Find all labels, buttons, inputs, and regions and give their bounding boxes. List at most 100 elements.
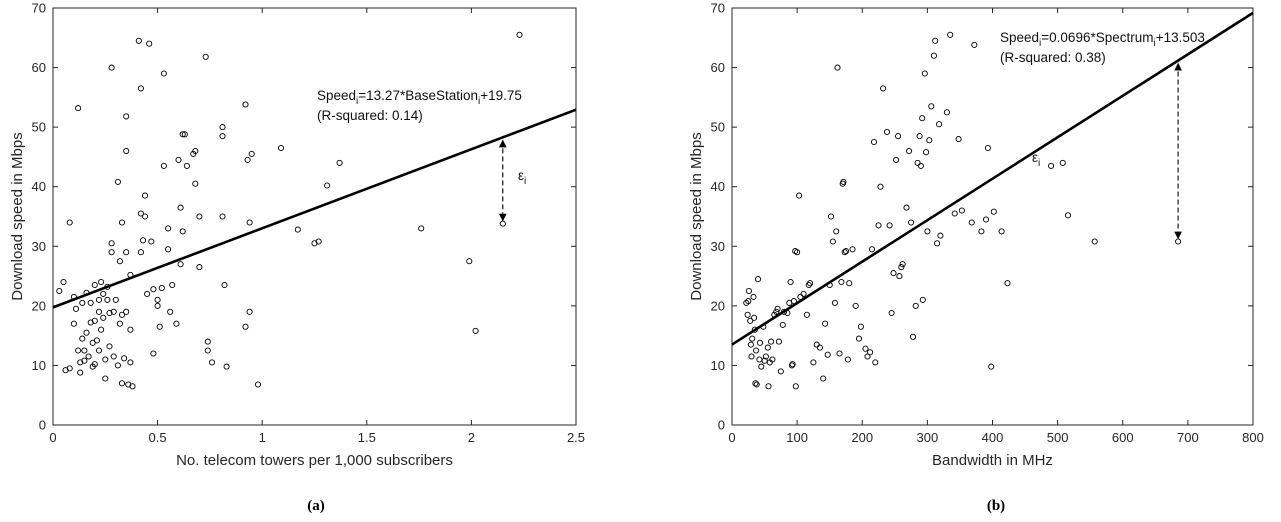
data-point bbox=[242, 323, 249, 330]
data-point bbox=[98, 326, 105, 333]
data-point bbox=[930, 52, 937, 59]
data-point bbox=[1059, 159, 1066, 166]
data-point bbox=[800, 290, 807, 297]
x-tick-label: 1 bbox=[259, 430, 266, 445]
data-point bbox=[838, 278, 845, 286]
equation-subscript: i bbox=[356, 96, 358, 107]
data-point bbox=[870, 138, 878, 146]
data-point bbox=[56, 287, 63, 295]
data-point bbox=[95, 347, 103, 354]
data-point bbox=[744, 311, 751, 318]
data-point bbox=[167, 308, 174, 315]
data-point bbox=[246, 308, 253, 315]
regression-line bbox=[731, 11, 1254, 346]
data-point bbox=[990, 208, 997, 215]
data-point bbox=[91, 281, 98, 289]
data-point bbox=[875, 222, 882, 229]
data-point bbox=[758, 363, 765, 370]
x-tick-label: 400 bbox=[982, 430, 1004, 445]
data-point bbox=[984, 144, 991, 152]
data-point bbox=[108, 240, 115, 247]
residual-label: εi bbox=[1032, 150, 1040, 169]
data-point bbox=[857, 323, 864, 330]
data-point bbox=[294, 226, 301, 233]
x-tick-label: 0.5 bbox=[149, 430, 167, 445]
data-point bbox=[181, 131, 188, 138]
data-point bbox=[749, 335, 756, 342]
scatter-points bbox=[56, 31, 523, 390]
residual-label-subscript: i bbox=[524, 176, 526, 187]
data-point bbox=[158, 284, 165, 292]
data-point bbox=[154, 296, 161, 303]
data-point bbox=[79, 299, 86, 306]
regression-line bbox=[52, 108, 577, 309]
data-point bbox=[106, 343, 113, 350]
data-point bbox=[160, 162, 167, 169]
data-point bbox=[150, 286, 157, 293]
data-point bbox=[932, 37, 939, 44]
data-point bbox=[775, 338, 782, 345]
data-point bbox=[936, 121, 943, 128]
data-point bbox=[466, 258, 473, 265]
data-point bbox=[906, 147, 913, 155]
y-axis-label: Download speed in Mbps bbox=[688, 132, 705, 300]
data-point bbox=[919, 296, 926, 303]
data-point bbox=[108, 249, 115, 256]
x-tick-label: 700 bbox=[1177, 430, 1199, 445]
y-tick-label: 20 bbox=[711, 298, 725, 313]
data-point bbox=[156, 323, 163, 330]
data-point bbox=[118, 311, 126, 318]
data-point bbox=[883, 128, 891, 135]
residual-label: εi bbox=[518, 168, 526, 187]
data-point bbox=[219, 213, 226, 220]
data-point bbox=[834, 64, 841, 71]
data-point bbox=[154, 302, 161, 309]
data-point bbox=[169, 281, 176, 289]
data-point bbox=[221, 281, 228, 289]
data-point bbox=[816, 344, 823, 351]
data-point bbox=[756, 356, 763, 363]
y-tick-label: 20 bbox=[32, 298, 46, 313]
data-point bbox=[924, 228, 931, 235]
data-point bbox=[1175, 238, 1182, 245]
data-point bbox=[912, 302, 919, 309]
data-point bbox=[982, 216, 990, 223]
x-tick-label: 1.5 bbox=[358, 430, 376, 445]
data-point bbox=[743, 299, 750, 306]
x-tick-label: 300 bbox=[917, 430, 939, 445]
data-point bbox=[849, 246, 856, 253]
data-point bbox=[129, 383, 136, 390]
data-point bbox=[792, 383, 799, 390]
x-tick-label: 600 bbox=[1112, 430, 1134, 445]
data-point bbox=[244, 156, 251, 163]
data-point bbox=[836, 350, 843, 357]
data-point bbox=[752, 380, 759, 387]
data-point bbox=[102, 356, 109, 363]
data-point bbox=[60, 278, 67, 286]
data-point bbox=[75, 347, 82, 354]
regression-equation: Speedi=0.0696*Spectrumi+13.503 bbox=[1000, 30, 1205, 49]
data-point bbox=[179, 131, 186, 138]
data-point bbox=[840, 178, 847, 185]
x-tick-label: 800 bbox=[1242, 430, 1264, 445]
data-point bbox=[137, 85, 144, 92]
data-point bbox=[903, 204, 910, 211]
data-point bbox=[146, 40, 153, 47]
data-point bbox=[75, 105, 82, 112]
data-point bbox=[148, 238, 155, 245]
data-point bbox=[118, 380, 126, 387]
x-tick-label: 2.5 bbox=[567, 430, 585, 445]
data-point bbox=[248, 150, 255, 157]
data-point bbox=[968, 219, 975, 226]
data-point bbox=[908, 219, 915, 226]
data-point bbox=[277, 144, 285, 152]
equation-part: Speed bbox=[317, 88, 356, 103]
data-point bbox=[204, 338, 211, 345]
y-tick-label: 30 bbox=[32, 239, 46, 254]
data-point bbox=[955, 136, 962, 143]
data-point bbox=[756, 339, 764, 346]
data-point bbox=[827, 213, 835, 220]
data-point bbox=[127, 326, 134, 333]
data-point bbox=[223, 363, 230, 370]
